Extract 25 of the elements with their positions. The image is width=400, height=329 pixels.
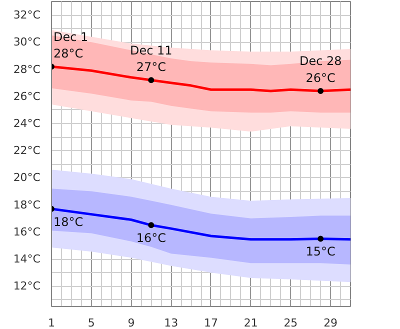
y-tick-label: 26°C xyxy=(13,90,41,103)
x-tick-label: 21 xyxy=(244,316,258,329)
x-tick-label: 17 xyxy=(204,316,218,329)
x-tick-label: 13 xyxy=(164,316,178,329)
annotation: Dec 1 28°C xyxy=(54,30,88,61)
y-tick-label: 30°C xyxy=(13,36,41,49)
x-tick-label: 5 xyxy=(88,316,95,329)
y-tick-label: 20°C xyxy=(13,171,41,184)
x-tick-label: 9 xyxy=(128,316,135,329)
y-tick-label: 32°C xyxy=(13,8,41,22)
y-tick-label: 16°C xyxy=(13,225,41,238)
annotation: Dec 28 26°C xyxy=(299,54,342,85)
annotation: 16°C xyxy=(136,231,166,246)
x-tick-label: 29 xyxy=(324,316,338,329)
annotation: 18°C xyxy=(54,214,84,229)
annotation: 15°C xyxy=(306,244,336,259)
y-tick-label: 24°C xyxy=(13,117,41,130)
x-tick-label: 25 xyxy=(284,316,298,329)
x-tick-label: 1 xyxy=(48,316,55,329)
y-tick-label: 12°C xyxy=(13,280,41,293)
y-tick-label: 28°C xyxy=(13,62,41,76)
annotation: Dec 11 27°C xyxy=(130,43,172,74)
y-tick-label: 22°C xyxy=(13,144,41,158)
y-tick-label: 18°C xyxy=(13,198,41,212)
y-tick-label: 14°C xyxy=(13,252,41,266)
